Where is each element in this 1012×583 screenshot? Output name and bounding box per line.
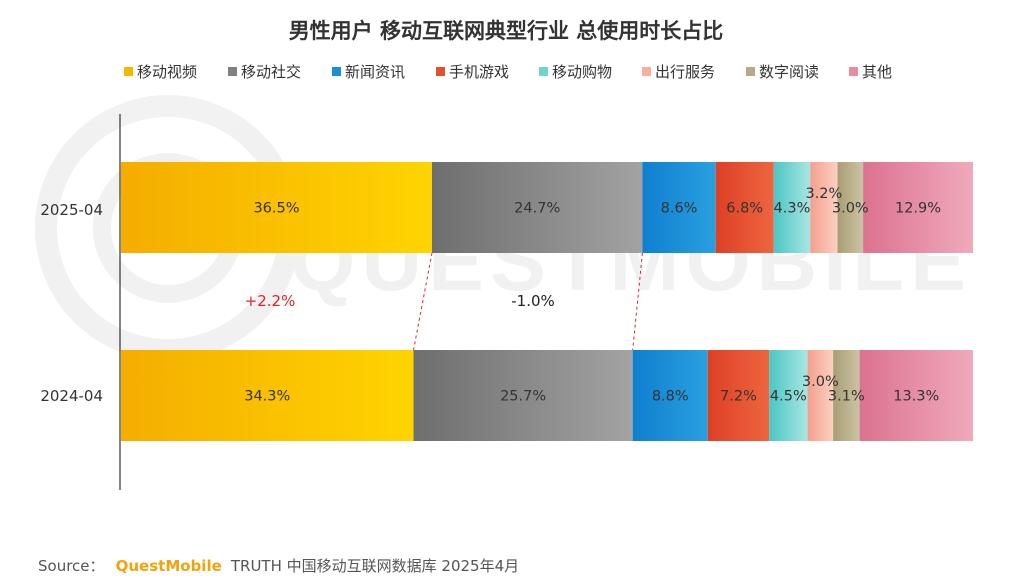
data-label: 34.3%	[244, 389, 290, 405]
data-label: 24.7%	[514, 201, 560, 217]
bar-segment	[769, 350, 808, 441]
data-label: 13.3%	[893, 389, 939, 405]
legend-label: 手机游戏	[449, 63, 509, 81]
connector-lines	[413, 252, 643, 351]
legend-item: 新闻资讯	[332, 63, 405, 81]
connector-line	[413, 252, 433, 351]
data-label: 3.0%	[832, 201, 869, 217]
legend-label: 其他	[862, 63, 892, 81]
bar-segment	[431, 162, 643, 253]
bar-segment	[859, 350, 973, 441]
legend-label: 移动社交	[241, 63, 301, 81]
bar-segment	[807, 350, 834, 441]
bar-segment	[642, 162, 716, 253]
legend-swatch	[124, 67, 133, 76]
legend-item: 移动社交	[228, 63, 301, 81]
bars	[121, 162, 973, 441]
data-label: 7.2%	[720, 389, 757, 405]
bar-segment	[773, 162, 811, 253]
bar-segment	[863, 162, 973, 253]
legend-item: 出行服务	[642, 63, 715, 81]
legend-item: 其他	[849, 63, 892, 81]
legend-swatch	[332, 67, 341, 76]
category-label-2024-04: 2024-04	[40, 387, 103, 405]
data-label: 8.8%	[652, 389, 689, 405]
segment-labels: 36.5% 24.7% 8.6% 6.8% 4.3%3.2%3.0% 12.9%34.3%…	[244, 186, 941, 405]
legend-item: 数字阅读	[746, 63, 819, 81]
source-note: Source： QuestMobile TRUTH 中国移动互联网数据库 202…	[38, 556, 519, 575]
legend: 移动视频 移动社交 新闻资讯 手机游戏 移动购物 出行服务 数字阅读 其他	[124, 63, 892, 81]
source-text: TRUTH 中国移动互联网数据库 2025年4月	[230, 557, 519, 575]
data-label: 36.5%	[253, 201, 299, 217]
bar-segment	[121, 350, 414, 441]
bar-segment	[413, 350, 633, 441]
chart-title: 男性用户 移动互联网典型行业 总使用时长占比	[289, 19, 724, 43]
legend-label: 移动视频	[137, 63, 197, 81]
legend-swatch	[642, 67, 651, 76]
bar-segment	[707, 350, 770, 441]
data-label: 4.5%	[770, 389, 807, 405]
legend-label: 数字阅读	[759, 63, 819, 81]
legend-item: 移动视频	[124, 63, 197, 81]
data-label: 6.8%	[726, 201, 763, 217]
source-brand: QuestMobile	[116, 557, 222, 575]
legend-swatch	[436, 67, 445, 76]
legend-label: 出行服务	[655, 63, 715, 81]
connector-line	[632, 252, 643, 351]
data-label: 3.1%	[828, 389, 865, 405]
bar-segment	[632, 350, 708, 441]
bar-segment	[121, 162, 432, 253]
bar-segment	[810, 162, 838, 253]
legend-swatch	[539, 67, 548, 76]
data-label: 8.6%	[661, 201, 698, 217]
data-label: 4.3%	[774, 201, 811, 217]
legend-swatch	[849, 67, 858, 76]
legend-item: 手机游戏	[436, 63, 509, 81]
diff-label-video: +2.2%	[245, 292, 296, 310]
bar-segment	[715, 162, 774, 253]
legend-item: 移动购物	[539, 63, 612, 81]
data-label: 12.9%	[895, 201, 941, 217]
diff-label-social: -1.0%	[511, 292, 555, 310]
legend-swatch	[228, 67, 237, 76]
bar-segment	[833, 350, 860, 441]
legend-label: 新闻资讯	[345, 63, 405, 81]
source-prefix: Source：	[38, 557, 105, 575]
legend-swatch	[746, 67, 755, 76]
category-label-2025-04: 2025-04	[40, 201, 103, 219]
data-label: 3.2%	[805, 186, 842, 202]
data-label: 3.0%	[802, 374, 839, 390]
bar-segment	[837, 162, 864, 253]
data-label: 25.7%	[500, 389, 546, 405]
legend-label: 移动购物	[552, 63, 612, 81]
